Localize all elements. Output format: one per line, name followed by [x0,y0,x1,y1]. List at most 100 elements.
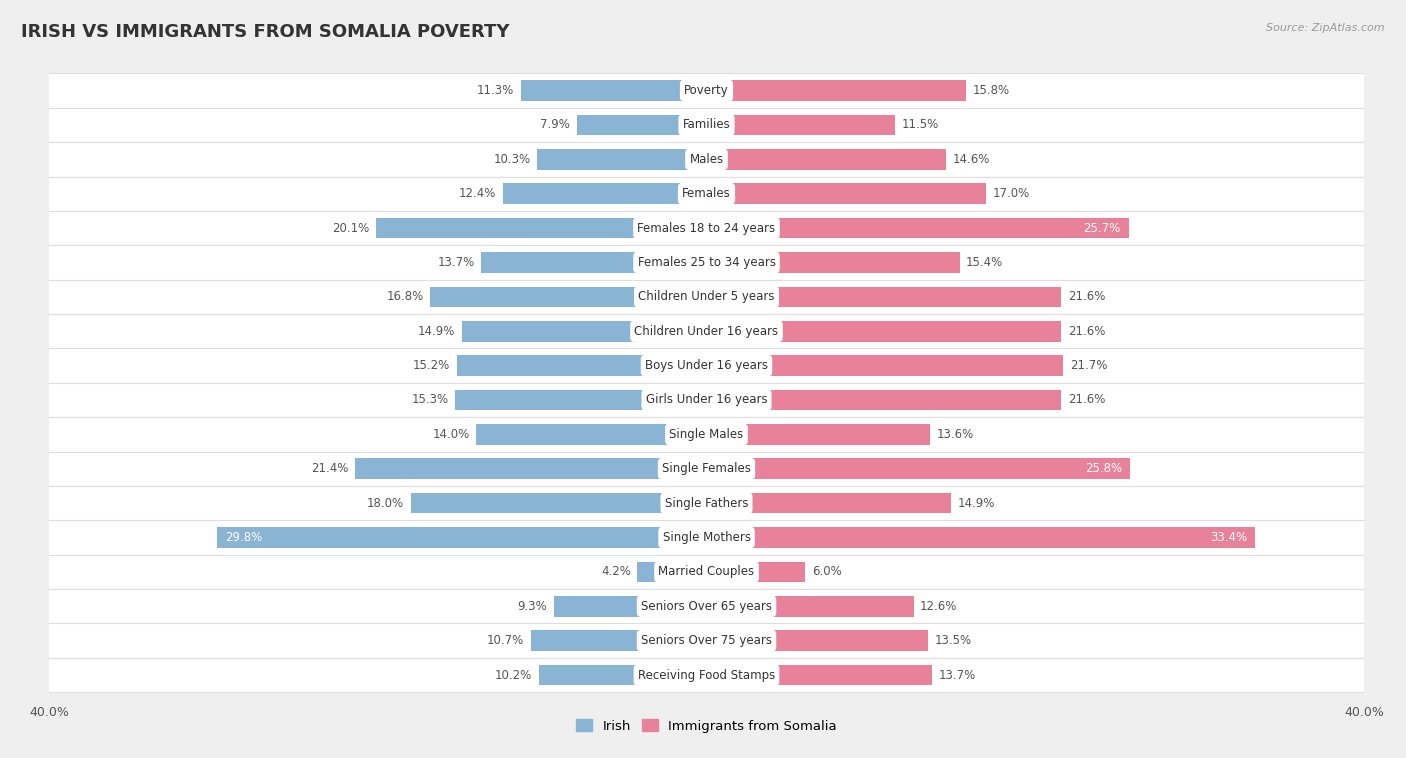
Bar [503,183,707,204]
Text: 13.7%: 13.7% [437,256,475,269]
Text: 25.7%: 25.7% [1084,221,1121,234]
Text: 15.2%: 15.2% [413,359,450,372]
Text: 11.5%: 11.5% [903,118,939,131]
Bar [481,252,707,273]
Text: 12.4%: 12.4% [458,187,496,200]
Text: 15.4%: 15.4% [966,256,1004,269]
Bar [707,218,1129,239]
Text: 11.3%: 11.3% [477,84,515,97]
Text: Receiving Food Stamps: Receiving Food Stamps [638,669,775,681]
Text: 33.4%: 33.4% [1211,531,1247,544]
FancyBboxPatch shape [17,74,1396,108]
Legend: Irish, Immigrants from Somalia: Irish, Immigrants from Somalia [571,714,842,738]
Bar [377,218,707,239]
Text: 4.2%: 4.2% [600,565,631,578]
Text: Married Couples: Married Couples [658,565,755,578]
Text: 14.9%: 14.9% [418,324,456,338]
Text: Children Under 16 years: Children Under 16 years [634,324,779,338]
Text: 21.4%: 21.4% [311,462,349,475]
Text: 13.6%: 13.6% [936,428,974,441]
FancyBboxPatch shape [17,383,1396,417]
Text: Families: Families [683,118,730,131]
Text: Females: Females [682,187,731,200]
Bar [707,80,966,101]
Bar [477,424,707,445]
Bar [707,631,928,651]
Bar [554,596,707,616]
Text: Males: Males [689,153,724,166]
Text: 14.9%: 14.9% [957,496,995,509]
Text: 13.5%: 13.5% [935,634,972,647]
FancyBboxPatch shape [17,658,1396,692]
Text: 21.6%: 21.6% [1069,290,1105,303]
FancyBboxPatch shape [17,452,1396,486]
Bar [707,114,896,135]
Text: IRISH VS IMMIGRANTS FROM SOMALIA POVERTY: IRISH VS IMMIGRANTS FROM SOMALIA POVERTY [21,23,509,41]
Text: Seniors Over 75 years: Seniors Over 75 years [641,634,772,647]
Bar [707,183,986,204]
Bar [707,459,1130,479]
Text: 21.7%: 21.7% [1070,359,1107,372]
Text: Single Females: Single Females [662,462,751,475]
Text: Girls Under 16 years: Girls Under 16 years [645,393,768,406]
Text: Females 25 to 34 years: Females 25 to 34 years [637,256,776,269]
Text: 12.6%: 12.6% [920,600,957,612]
FancyBboxPatch shape [17,589,1396,623]
Text: 10.7%: 10.7% [486,634,524,647]
Text: 15.3%: 15.3% [412,393,449,406]
Text: 9.3%: 9.3% [517,600,547,612]
Text: 21.6%: 21.6% [1069,393,1105,406]
Bar [456,390,707,410]
Bar [707,596,914,616]
Text: 16.8%: 16.8% [387,290,423,303]
Text: 13.7%: 13.7% [938,669,976,681]
FancyBboxPatch shape [17,623,1396,658]
Text: 14.6%: 14.6% [953,153,990,166]
Bar [707,149,946,170]
Bar [461,321,707,342]
Text: Single Males: Single Males [669,428,744,441]
Bar [707,390,1062,410]
FancyBboxPatch shape [17,246,1396,280]
FancyBboxPatch shape [17,417,1396,452]
Bar [707,321,1062,342]
Bar [707,252,959,273]
Text: 10.3%: 10.3% [494,153,530,166]
Text: 21.6%: 21.6% [1069,324,1105,338]
Text: Children Under 5 years: Children Under 5 years [638,290,775,303]
Text: 25.8%: 25.8% [1085,462,1122,475]
Bar [707,287,1062,307]
Bar [217,527,707,548]
FancyBboxPatch shape [17,314,1396,349]
Text: Single Mothers: Single Mothers [662,531,751,544]
FancyBboxPatch shape [17,177,1396,211]
Bar [430,287,707,307]
Bar [354,459,707,479]
Text: Seniors Over 65 years: Seniors Over 65 years [641,600,772,612]
Bar [707,665,932,685]
FancyBboxPatch shape [17,108,1396,143]
FancyBboxPatch shape [17,486,1396,520]
Text: 20.1%: 20.1% [332,221,370,234]
Text: 10.2%: 10.2% [495,669,533,681]
Text: 7.9%: 7.9% [540,118,569,131]
FancyBboxPatch shape [17,520,1396,555]
Bar [576,114,707,135]
Text: Single Fathers: Single Fathers [665,496,748,509]
Text: 14.0%: 14.0% [433,428,470,441]
Bar [411,493,707,513]
Bar [707,527,1256,548]
Bar [707,493,952,513]
Text: 6.0%: 6.0% [811,565,841,578]
Bar [520,80,707,101]
FancyBboxPatch shape [17,349,1396,383]
Text: 29.8%: 29.8% [225,531,263,544]
Text: Females 18 to 24 years: Females 18 to 24 years [637,221,776,234]
Bar [707,562,806,582]
Text: Boys Under 16 years: Boys Under 16 years [645,359,768,372]
Bar [530,631,707,651]
FancyBboxPatch shape [17,555,1396,589]
Bar [457,356,707,376]
FancyBboxPatch shape [17,211,1396,246]
Text: 15.8%: 15.8% [973,84,1010,97]
